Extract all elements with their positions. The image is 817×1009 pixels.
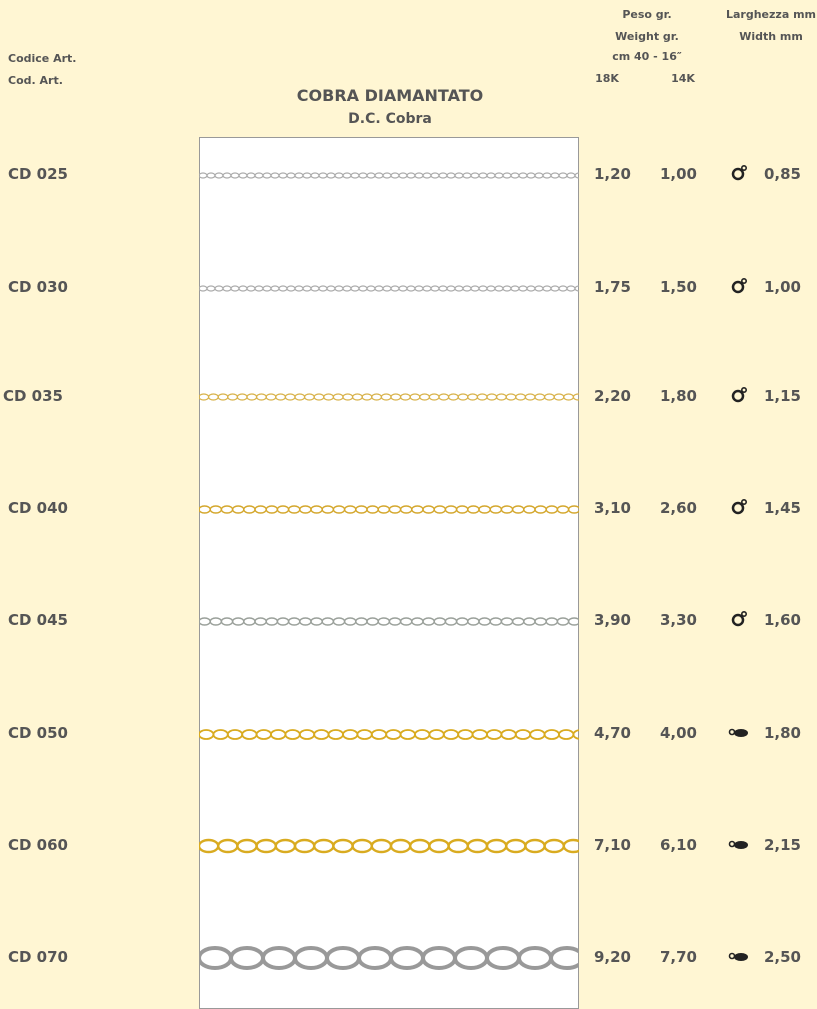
width: 2,15 bbox=[763, 836, 801, 854]
title: COBRA DIAMANTATO bbox=[296, 86, 484, 105]
article-code: CD 025 bbox=[8, 165, 68, 183]
width-header: Larghezza mm bbox=[725, 8, 817, 21]
spring-ring-icon bbox=[731, 278, 747, 294]
width: 1,45 bbox=[763, 499, 801, 517]
weight-14k: 1,50 bbox=[659, 278, 697, 296]
chain bbox=[199, 171, 579, 179]
chain bbox=[199, 616, 579, 626]
weight-14k: 1,80 bbox=[659, 387, 697, 405]
chain bbox=[199, 393, 579, 401]
chain-panel bbox=[199, 137, 579, 1009]
weight-18k: 2,20 bbox=[593, 387, 631, 405]
spring-ring-icon bbox=[731, 165, 747, 181]
article-code: CD 045 bbox=[8, 611, 68, 629]
subtitle: D.C. Cobra bbox=[348, 111, 432, 127]
weight-14k: 3,30 bbox=[659, 611, 697, 629]
article-code: CD 040 bbox=[8, 499, 68, 517]
weight-14k: 2,60 bbox=[659, 499, 697, 517]
article-code: CD 060 bbox=[8, 836, 68, 854]
weight-header: Peso gr. bbox=[622, 8, 672, 21]
weight-18k: 1,20 bbox=[593, 165, 631, 183]
article-code: CD 030 bbox=[8, 278, 68, 296]
chain bbox=[199, 284, 579, 292]
article-code: CD 050 bbox=[8, 724, 68, 742]
width: 1,15 bbox=[763, 387, 801, 405]
weight-18k: 7,10 bbox=[593, 836, 631, 854]
lobster-clasp-icon bbox=[728, 728, 748, 737]
width: 0,85 bbox=[763, 165, 801, 183]
spring-ring-icon bbox=[731, 611, 747, 627]
chain bbox=[199, 838, 579, 854]
weight-18k: 3,10 bbox=[593, 499, 631, 517]
chain bbox=[199, 504, 579, 514]
code-label: Cod. Art. bbox=[8, 74, 63, 87]
width: 1,00 bbox=[763, 278, 801, 296]
width: 1,60 bbox=[763, 611, 801, 629]
width: 2,50 bbox=[763, 948, 801, 966]
article-code: CD 070 bbox=[8, 948, 68, 966]
weight-header: cm 40 - 16″ bbox=[612, 50, 682, 63]
weight-18k: 1,75 bbox=[593, 278, 631, 296]
article-code: CD 035 bbox=[3, 387, 63, 405]
weight-14k: 4,00 bbox=[659, 724, 697, 742]
weight-header: Weight gr. bbox=[615, 30, 679, 43]
lobster-clasp-icon bbox=[728, 840, 748, 849]
width-header: Width mm bbox=[739, 30, 803, 43]
weight-18k: 3,90 bbox=[593, 611, 631, 629]
width: 1,80 bbox=[763, 724, 801, 742]
karat: 18K bbox=[595, 72, 619, 85]
lobster-clasp-icon bbox=[728, 952, 748, 961]
weight-14k: 1,00 bbox=[659, 165, 697, 183]
chain bbox=[199, 728, 579, 740]
spring-ring-icon bbox=[731, 499, 747, 515]
weight-14k: 6,10 bbox=[659, 836, 697, 854]
karat: 14K bbox=[671, 72, 695, 85]
code-label: Codice Art. bbox=[8, 52, 77, 65]
weight-18k: 9,20 bbox=[593, 948, 631, 966]
chain bbox=[199, 946, 579, 970]
weight-14k: 7,70 bbox=[659, 948, 697, 966]
spring-ring-icon bbox=[731, 387, 747, 403]
weight-18k: 4,70 bbox=[593, 724, 631, 742]
